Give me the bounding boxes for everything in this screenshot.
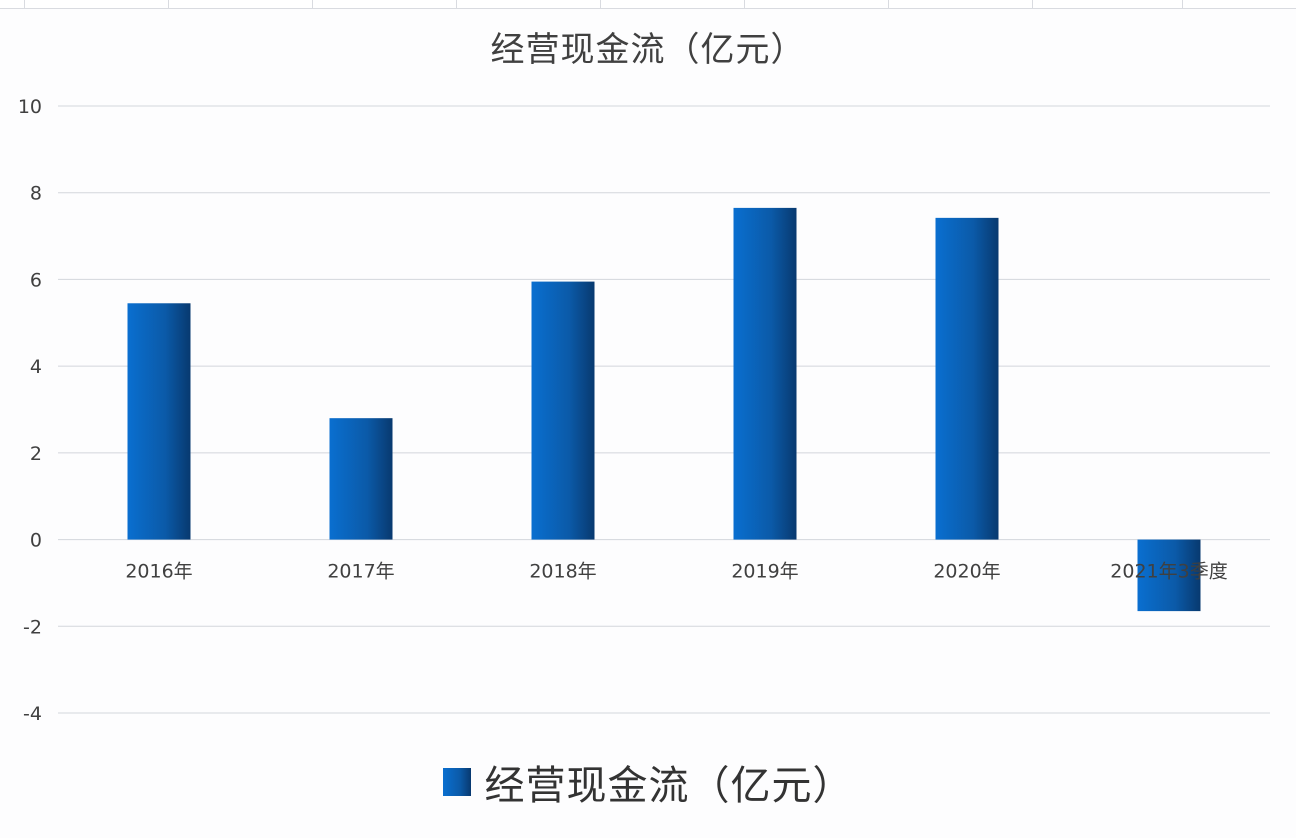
- x-tick-label: 2021年3季度: [1110, 561, 1227, 583]
- y-tick-label: 4: [30, 356, 42, 378]
- spreadsheet-grid-edge: [0, 0, 1296, 9]
- sheet-column-divider: [1032, 0, 1033, 8]
- x-axis-tick-labels: 2016年 2017年 2018年 2019年 2020年 2021年3季度: [125, 561, 1227, 583]
- bar: [329, 418, 393, 540]
- gridlines: [58, 105, 1270, 714]
- sheet-column-divider: [888, 0, 889, 8]
- y-tick-label: -2: [23, 616, 42, 638]
- sheet-column-divider: [312, 0, 313, 8]
- bar: [733, 207, 797, 540]
- y-tick-label: 6: [30, 269, 42, 291]
- sheet-column-divider: [1182, 0, 1183, 8]
- legend-swatch: [442, 768, 471, 796]
- x-tick-label: 2016年: [125, 561, 192, 583]
- sheet-column-divider: [168, 0, 169, 8]
- sheet-column-divider: [24, 0, 25, 8]
- y-tick-label: 0: [30, 530, 42, 552]
- chart-title: 经营现金流（亿元）: [490, 30, 806, 70]
- y-tick-label: -4: [23, 703, 42, 725]
- y-tick-label: 8: [30, 183, 42, 205]
- sheet-column-divider: [600, 0, 601, 8]
- legend: 经营现金流（亿元）: [0, 752, 1296, 812]
- y-axis-tick-labels: 10 8 6 4 2 0 -2 -4: [18, 96, 42, 725]
- x-tick-label: 2019年: [731, 561, 798, 583]
- x-tick-label: 2018年: [529, 561, 596, 583]
- y-tick-label: 10: [18, 96, 42, 118]
- sheet-column-divider: [456, 0, 457, 8]
- legend-label: 经营现金流（亿元）: [484, 763, 854, 809]
- x-tick-label: 2017年: [327, 561, 394, 583]
- x-tick-label: 2020年: [933, 561, 1000, 583]
- bar: [1137, 539, 1201, 612]
- y-tick-label: 2: [30, 443, 42, 465]
- bar-series: [127, 207, 1201, 612]
- sheet-column-divider: [744, 0, 745, 8]
- bar: [127, 303, 191, 540]
- bar: [531, 281, 595, 540]
- bar: [935, 217, 999, 540]
